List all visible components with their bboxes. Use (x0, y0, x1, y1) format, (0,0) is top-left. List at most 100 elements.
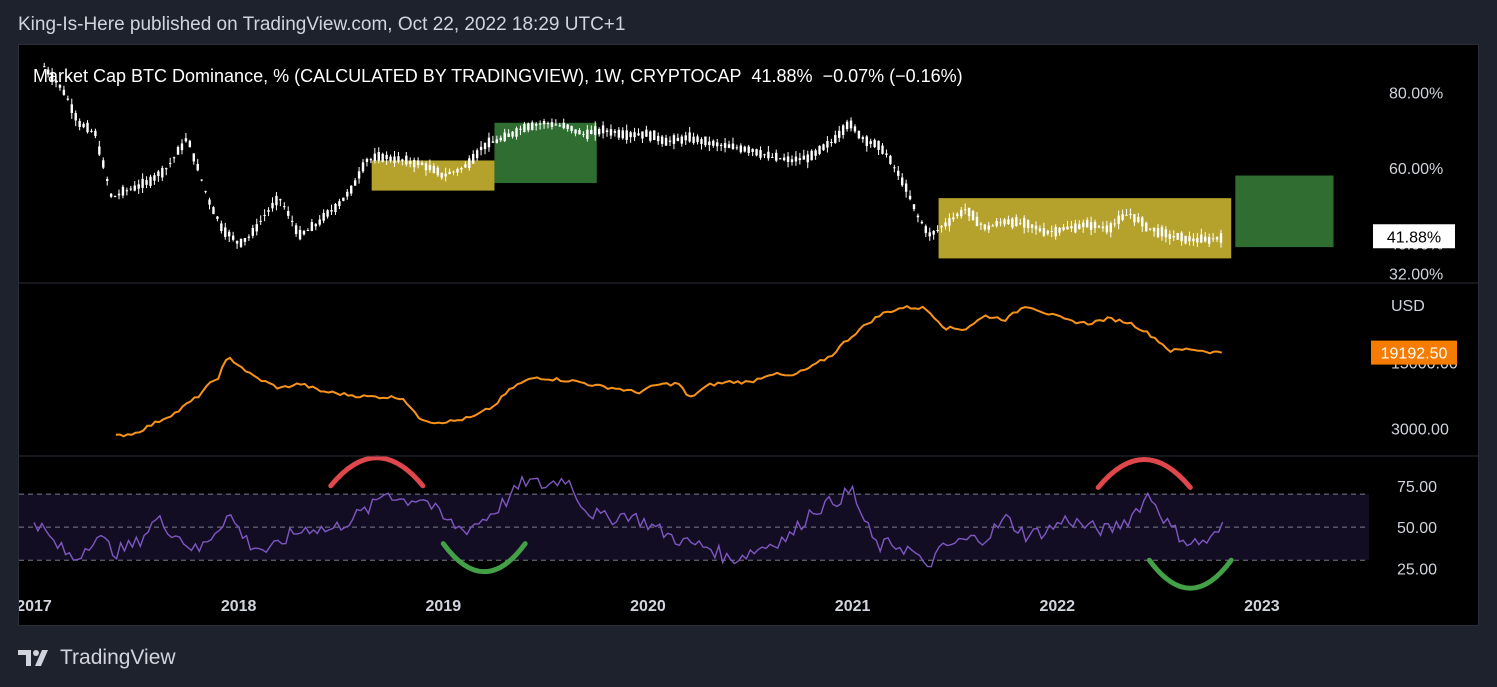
dominance-candle (511, 131, 514, 137)
dominance-candle (82, 123, 85, 128)
dominance-candle (216, 216, 219, 219)
dominance-candle (117, 193, 121, 196)
dominance-candle (885, 153, 888, 155)
dominance-candle (503, 132, 506, 142)
dominance-candle (621, 130, 624, 139)
dominance-candle (267, 210, 270, 212)
highlight-box-3 (1235, 175, 1334, 248)
dominance-candle (436, 167, 439, 176)
dominance-candle (956, 213, 959, 217)
dominance-candle (1192, 238, 1195, 242)
dominance-candle (672, 135, 676, 144)
dominance-candle (767, 151, 770, 159)
dominance-candle (365, 159, 369, 163)
dominance-candle (601, 125, 605, 134)
dominance-candle (452, 171, 455, 173)
dominance-candle (468, 158, 471, 168)
dominance-candle (448, 171, 451, 175)
dominance-candle (519, 128, 522, 130)
dominance-candle (948, 218, 951, 226)
btc-price-label: 19192.50 (1381, 346, 1448, 363)
dominance-candle (716, 142, 719, 147)
dominance-candle (1105, 225, 1109, 233)
footer: TradingView (18, 644, 176, 672)
dominance-candle (641, 131, 644, 139)
dominance-candle (149, 176, 152, 186)
dominance-candle (46, 69, 50, 75)
chart-frame[interactable]: 80.00%60.00%40.00%32.00%41.88%USD15000.0… (18, 44, 1479, 626)
dominance-candle (401, 159, 404, 162)
dominance-candle (704, 136, 707, 146)
x-axis-tick-2023: 2023 (1244, 598, 1280, 615)
dominance-candle (912, 204, 916, 210)
dominance-candle (1062, 227, 1065, 231)
dominance-candle (1082, 222, 1085, 228)
dominance-candle (861, 137, 865, 140)
dominance-candle (534, 123, 538, 126)
dominance-candle (712, 140, 715, 146)
dominance-candle (660, 136, 664, 144)
x-axis-tick-2018: 2018 (221, 598, 257, 615)
footer-brand: TradingView (60, 646, 176, 669)
dominance-candle (247, 236, 251, 238)
published-header: King-Is-Here published on TradingView.co… (18, 14, 626, 35)
dominance-candle (810, 150, 813, 161)
dominance-candle (318, 219, 321, 225)
dominance-candle (527, 123, 530, 131)
dominance-candle (538, 123, 542, 125)
dominance-candle (865, 136, 868, 147)
dominance-candle (731, 143, 735, 150)
dominance-y-tick: 80.00% (1389, 86, 1443, 103)
dominance-candle (664, 137, 668, 146)
dominance-candle (361, 162, 365, 172)
dominance-candle (180, 143, 184, 151)
dominance-candle (771, 156, 774, 158)
dominance-candle (676, 137, 680, 142)
dominance-candle (991, 225, 994, 227)
dominance-candle (625, 130, 628, 140)
dominance-candle (932, 230, 935, 235)
dominance-candle (578, 130, 581, 135)
dominance-candle (1078, 224, 1081, 230)
dominance-candle (290, 220, 294, 222)
dominance-candle (1211, 238, 1215, 240)
dominance-candle (121, 186, 125, 196)
dominance-candle (168, 163, 172, 165)
dominance-candle (1152, 227, 1156, 232)
dominance-candle (1184, 235, 1187, 244)
dominance-candle (979, 223, 983, 225)
dominance-candle (873, 139, 876, 148)
dominance-candle (495, 139, 499, 144)
dominance-candle (428, 165, 432, 170)
dominance-candle (653, 130, 656, 141)
dominance-candle (322, 212, 325, 221)
dominance-candle (806, 154, 809, 163)
dominance-candle (420, 162, 424, 165)
dominance-candle (845, 121, 849, 130)
dominance-candle (897, 170, 900, 176)
dominance-candle (1058, 227, 1061, 233)
dominance-candle (739, 145, 743, 153)
dominance-candle (515, 128, 518, 137)
dominance-candle (145, 180, 148, 185)
x-axis-tick-2019: 2019 (426, 598, 462, 615)
dominance-y-tick: 60.00% (1389, 161, 1443, 178)
dominance-candle (586, 129, 589, 140)
dominance-candle (1019, 223, 1022, 225)
dominance-candle (1176, 233, 1179, 240)
dominance-candle (916, 215, 920, 218)
x-axis-tick-2022: 2022 (1039, 598, 1075, 615)
chart-svg[interactable]: 80.00%60.00%40.00%32.00%41.88%USD15000.0… (19, 45, 1478, 625)
dominance-candle (940, 226, 943, 228)
dominance-candle (688, 132, 691, 142)
dominance-candle (153, 175, 156, 181)
dominance-candle (239, 238, 243, 247)
dominance-candle (649, 131, 652, 141)
dominance-candle (212, 207, 215, 215)
dominance-candle (204, 191, 207, 193)
dominance-candle (826, 140, 829, 148)
dominance-candle (263, 215, 266, 217)
dominance-candle (1168, 234, 1172, 239)
dominance-candle (952, 217, 955, 220)
rsi-arc-top-0 (328, 455, 426, 489)
